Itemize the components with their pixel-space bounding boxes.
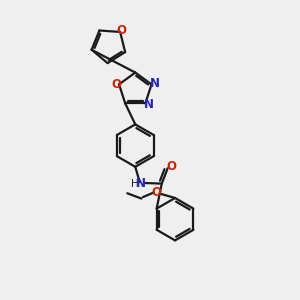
Text: O: O (112, 78, 122, 91)
Text: N: N (150, 77, 160, 90)
Text: O: O (152, 186, 162, 199)
Text: N: N (136, 177, 146, 190)
Text: O: O (167, 160, 176, 173)
Text: N: N (144, 98, 154, 110)
Text: O: O (117, 24, 127, 37)
Text: H: H (130, 178, 138, 189)
